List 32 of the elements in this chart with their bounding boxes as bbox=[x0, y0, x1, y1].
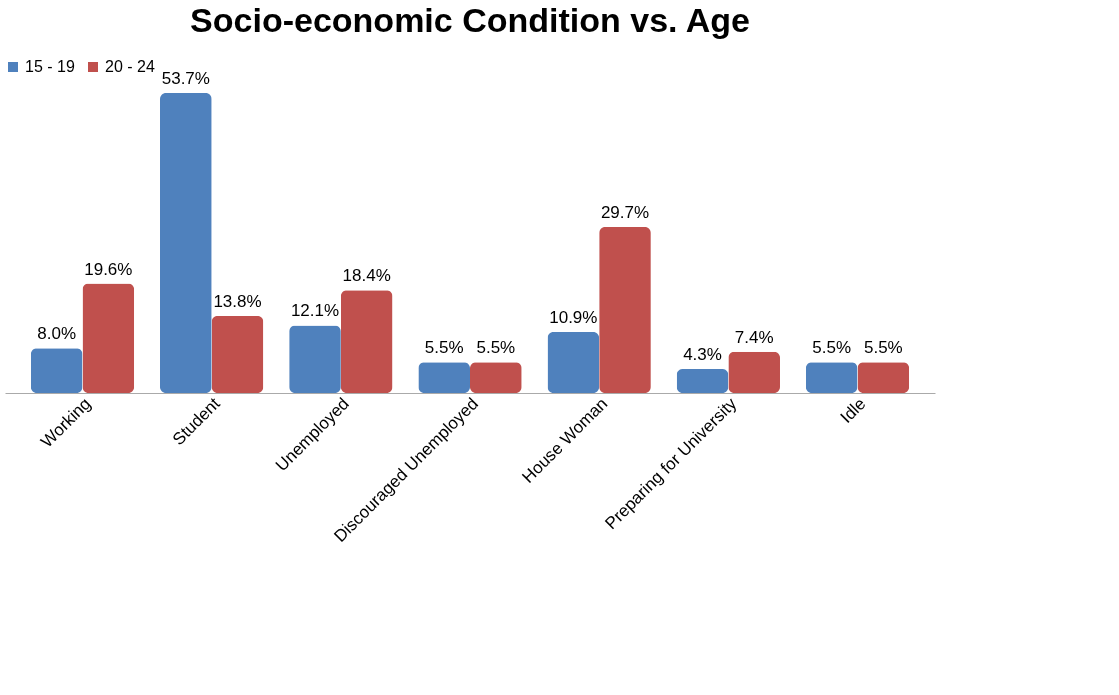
bar bbox=[805, 362, 858, 393]
data-label: 12.1% bbox=[290, 301, 340, 321]
bar bbox=[599, 227, 651, 393]
data-label: 5.5% bbox=[812, 338, 852, 358]
x-tick-label: Idle bbox=[836, 394, 870, 427]
data-label: 7.4% bbox=[734, 327, 774, 347]
data-label: 5.5% bbox=[863, 338, 903, 358]
legend-label: 15 - 19 bbox=[25, 58, 75, 75]
bar bbox=[418, 362, 470, 393]
data-label: 5.5% bbox=[424, 338, 464, 358]
data-label: 13.8% bbox=[213, 291, 262, 311]
bar bbox=[160, 93, 212, 393]
bar bbox=[211, 315, 264, 393]
bar bbox=[82, 283, 135, 393]
data-label: 53.7% bbox=[161, 69, 210, 88]
bar bbox=[340, 290, 393, 393]
data-label: 5.5% bbox=[476, 338, 516, 358]
bar bbox=[470, 362, 522, 393]
bar bbox=[547, 332, 600, 393]
data-label: 29.7% bbox=[600, 203, 650, 223]
data-label: 10.9% bbox=[549, 308, 598, 328]
bar bbox=[289, 325, 341, 393]
data-label: 18.4% bbox=[342, 266, 391, 286]
bar bbox=[728, 351, 780, 393]
bar bbox=[30, 348, 83, 393]
data-label: 4.3% bbox=[683, 344, 722, 364]
data-label: 8.0% bbox=[37, 324, 77, 344]
data-label: 19.6% bbox=[84, 259, 133, 279]
legend-label: 20 - 24 bbox=[105, 58, 155, 75]
bar bbox=[857, 362, 910, 393]
chart-title: Socio-economic Condition vs. Age bbox=[190, 1, 750, 39]
bar bbox=[676, 368, 729, 393]
